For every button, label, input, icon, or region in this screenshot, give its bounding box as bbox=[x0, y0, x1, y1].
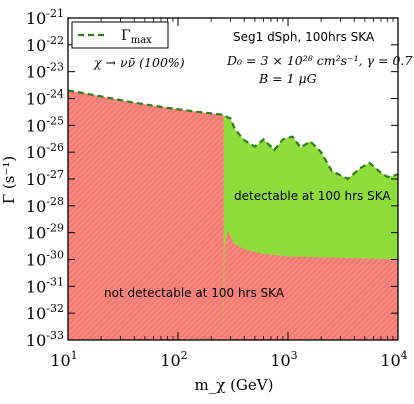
y-tick-label: 10-23 bbox=[26, 61, 64, 82]
y-tick-label: 10-29 bbox=[26, 222, 64, 243]
y-tick-label: 10-32 bbox=[26, 302, 64, 323]
y-axis-label: Γ (s⁻¹) bbox=[0, 156, 18, 205]
y-tick-label: 10-31 bbox=[26, 275, 64, 296]
legend-label: Γmax bbox=[121, 28, 152, 46]
x-axis-label: m_χ (GeV) bbox=[195, 376, 274, 394]
y-tick-label: 10-21 bbox=[26, 7, 64, 28]
y-tick-label: 10-28 bbox=[26, 195, 64, 216]
not-detectable-label: not detectable at 100 hrs SKA bbox=[104, 286, 285, 300]
y-tick-label: 10-26 bbox=[26, 141, 64, 162]
y-tick-label: 10-27 bbox=[26, 168, 64, 189]
y-tick-label: 10-24 bbox=[26, 88, 64, 109]
channel-annotation: χ → νν̄ (100%) bbox=[93, 55, 185, 70]
legend: Γmax bbox=[71, 21, 169, 49]
legend-box bbox=[71, 21, 169, 49]
params-annotation-line1: D₀ = 3 × 10²⁸ cm²s⁻¹, γ = 0.7 bbox=[226, 53, 412, 68]
y-tick-label: 10-22 bbox=[26, 34, 64, 55]
x-tick-label: 103 bbox=[270, 349, 297, 370]
detectable-label: detectable at 100 hrs SKA bbox=[234, 189, 391, 203]
legend-label-sub: max bbox=[131, 35, 152, 46]
y-tick-label: 10-25 bbox=[26, 114, 64, 135]
x-tick-label: 101 bbox=[50, 349, 77, 370]
gamma-max-line bbox=[68, 89, 398, 181]
x-tick-label: 102 bbox=[160, 349, 187, 370]
y-tick-label: 10-30 bbox=[26, 249, 64, 270]
y-axis: 10-21 10-22 10-23 10-24 10-25 10-26 10-27 10-28… bbox=[26, 7, 398, 350]
params-annotation-line2: B = 1 μG bbox=[258, 71, 317, 86]
legend-label-main: Γ bbox=[121, 28, 131, 44]
detectable-region bbox=[223, 115, 398, 340]
x-tick-label: 104 bbox=[380, 349, 407, 370]
y-tick-label: 10-33 bbox=[26, 329, 64, 350]
x-axis: 101 102 103 104 bbox=[50, 18, 408, 370]
chart-title-annotation: Seg1 dSph, 100hrs SKA bbox=[233, 30, 375, 44]
